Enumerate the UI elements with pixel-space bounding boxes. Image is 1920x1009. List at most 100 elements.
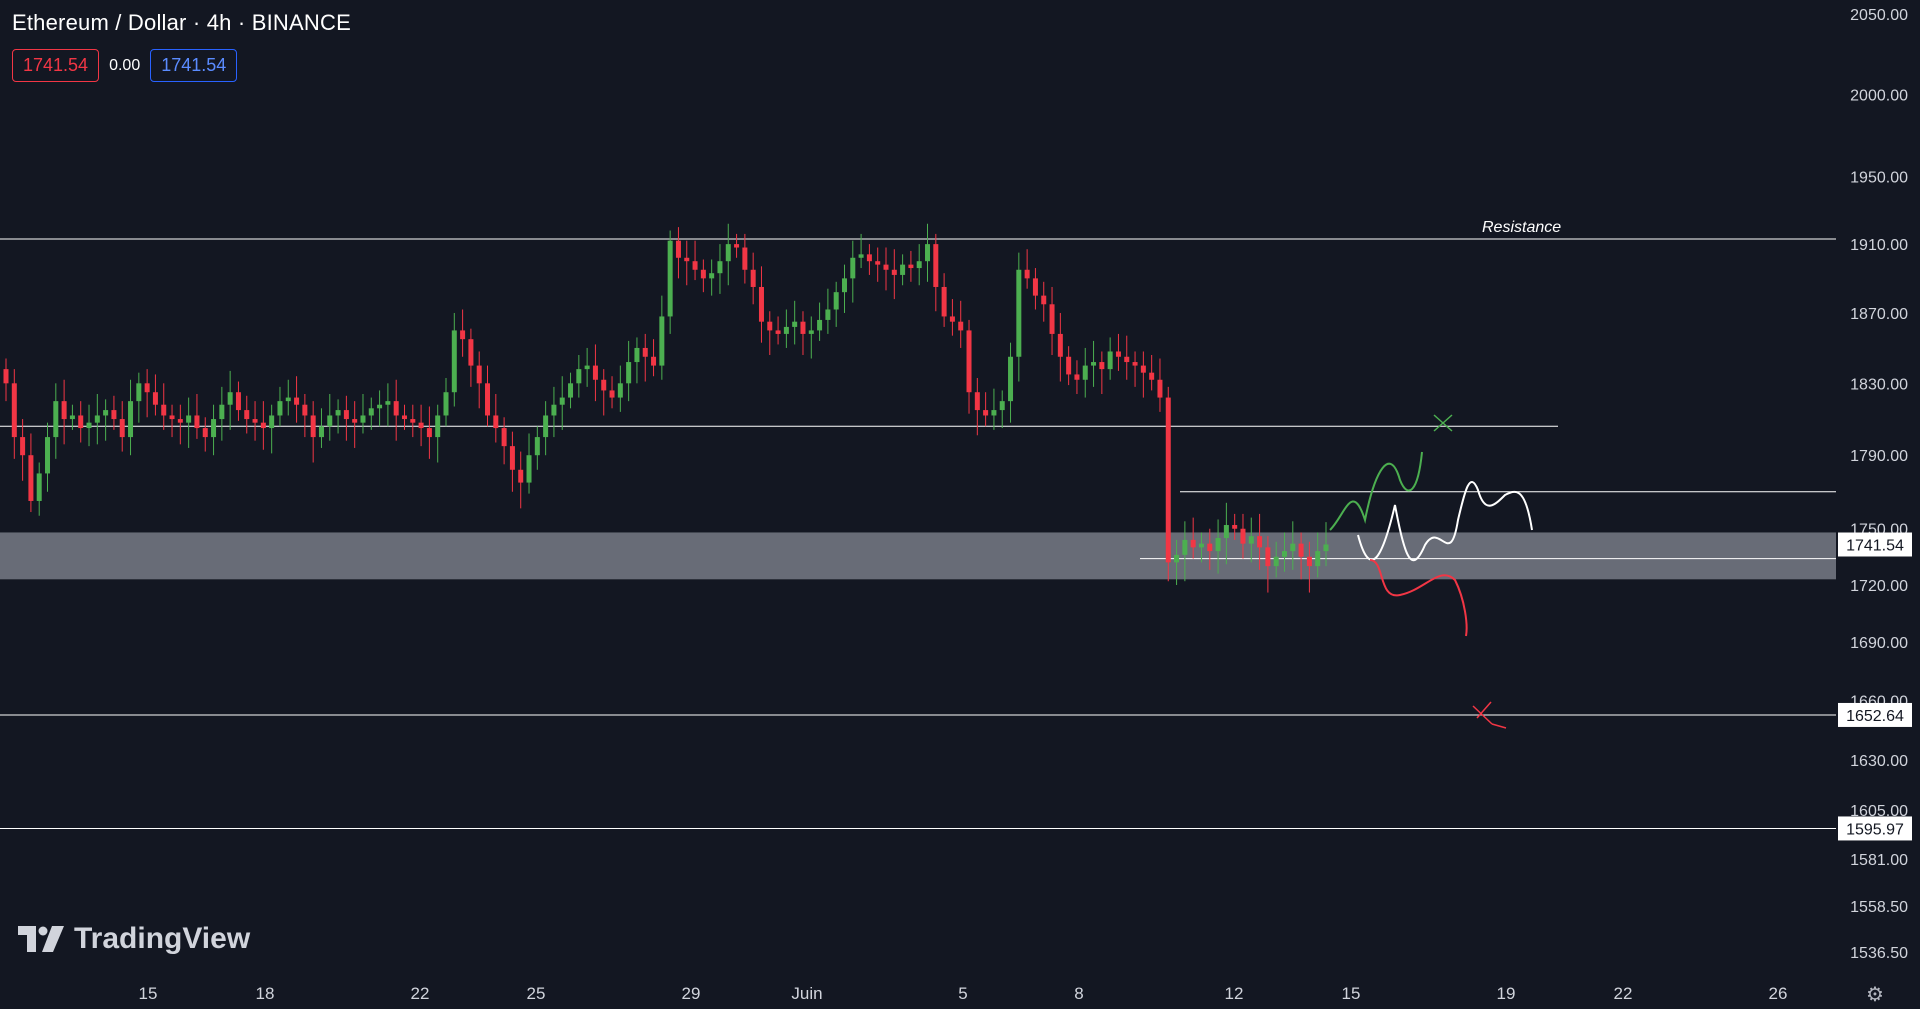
settings-icon[interactable]: ⚙ (1866, 984, 1884, 1006)
candle-body (1298, 543, 1304, 557)
candle-body (418, 422, 424, 429)
candle-body (501, 428, 507, 447)
candle-body (426, 428, 432, 438)
x-tick-label: Juin (791, 984, 822, 1003)
x-tick-label: 19 (1497, 984, 1516, 1003)
y-tick-label: 1870.00 (1850, 306, 1908, 323)
candle-body (966, 330, 972, 393)
bearish-projection-path[interactable] (1369, 559, 1468, 637)
candle-body (11, 383, 17, 438)
candle-body (568, 383, 574, 398)
candle-body (86, 422, 92, 429)
candle-body (526, 455, 532, 483)
candle-body (1032, 278, 1038, 296)
x-tick-label: 22 (1614, 984, 1633, 1003)
candle-body (310, 415, 316, 438)
candle-body (559, 397, 565, 405)
price-label-box[interactable] (1838, 702, 1912, 727)
price-label-box[interactable] (1838, 816, 1912, 841)
candle-body (302, 404, 308, 416)
target-cross-icon[interactable] (1433, 414, 1453, 432)
candle-body (1240, 528, 1246, 544)
candle-body (584, 365, 590, 370)
candle-body (783, 326, 789, 334)
candle-body (1215, 538, 1221, 552)
candle-body (592, 365, 598, 380)
candle-body (725, 244, 731, 262)
candle-body (28, 455, 34, 501)
candle-body (941, 286, 947, 317)
y-tick-label: 1630.00 (1850, 753, 1908, 770)
y-tick-label: 1950.00 (1850, 170, 1908, 187)
x-tick-label: 5 (958, 984, 967, 1003)
candle-body (734, 244, 740, 248)
candle-body (974, 392, 980, 411)
candle-body (186, 415, 192, 423)
candle-body (933, 244, 939, 287)
y-tick-label: 1790.00 (1850, 448, 1908, 465)
stop-cross-icon[interactable] (1472, 701, 1507, 729)
candle-body (211, 419, 217, 438)
candle-body (435, 415, 441, 438)
candle-body (1091, 362, 1097, 366)
change-value: 0.00 (109, 56, 141, 74)
candle-body (667, 240, 673, 317)
tradingview-brand[interactable]: TradingView (18, 922, 250, 956)
y-tick-label: 2000.00 (1850, 87, 1908, 104)
candle-body (1132, 362, 1138, 366)
price-label-text: 1595.97 (1846, 821, 1904, 838)
candle-body (318, 426, 324, 438)
symbol-title[interactable]: Ethereum / Dollar · 4h · BINANCE (12, 10, 351, 35)
candle-body (277, 401, 283, 416)
neutral-projection-path[interactable] (1357, 481, 1533, 562)
candle-body (866, 254, 872, 262)
open-price-box[interactable]: 1741.54 (12, 49, 100, 82)
support-zone[interactable] (0, 532, 1836, 580)
candle-body (742, 247, 748, 270)
candle-body (534, 437, 540, 456)
candle-body (543, 415, 549, 438)
candle-body (758, 286, 764, 322)
candle-body (1041, 295, 1047, 305)
tradingview-logo-icon (18, 926, 64, 952)
y-tick-label: 1558.50 (1850, 899, 1908, 916)
candle-body (194, 415, 200, 429)
candle-body (235, 392, 241, 411)
candle-body (485, 383, 491, 416)
candle-body (1049, 304, 1055, 334)
candle-body (368, 408, 374, 416)
y-tick-label: 1605.00 (1850, 803, 1908, 820)
candle-body (1066, 356, 1072, 375)
candle-body (335, 410, 341, 416)
candle-body (53, 401, 59, 438)
candle-body (841, 278, 847, 293)
candle-body (460, 330, 466, 340)
x-tick-label: 15 (139, 984, 158, 1003)
candle-body (858, 254, 864, 258)
candle-body (825, 309, 831, 320)
candle-body (1190, 539, 1196, 548)
candle-body (61, 401, 67, 420)
x-tick-label: 22 (411, 984, 430, 1003)
candle-body (136, 383, 142, 402)
candle-body (1290, 543, 1296, 552)
candle-body (958, 321, 964, 331)
close-price-box[interactable]: 1741.54 (150, 49, 238, 82)
candle-body (891, 269, 897, 275)
candle-body (609, 390, 615, 398)
candle-body (509, 446, 515, 470)
candle-body (443, 392, 449, 416)
candle-body (1174, 554, 1180, 563)
candle-body (20, 437, 26, 456)
candle-body (792, 321, 798, 327)
candle-body (551, 404, 557, 416)
price-label-box[interactable] (1838, 532, 1912, 557)
y-tick-label: 1690.00 (1850, 635, 1908, 652)
candle-body (1149, 372, 1155, 380)
bullish-projection-path[interactable] (1329, 451, 1423, 531)
candle-body (468, 339, 474, 366)
candle-body (991, 410, 997, 416)
candle-body (850, 257, 856, 279)
candle-body (36, 473, 42, 501)
